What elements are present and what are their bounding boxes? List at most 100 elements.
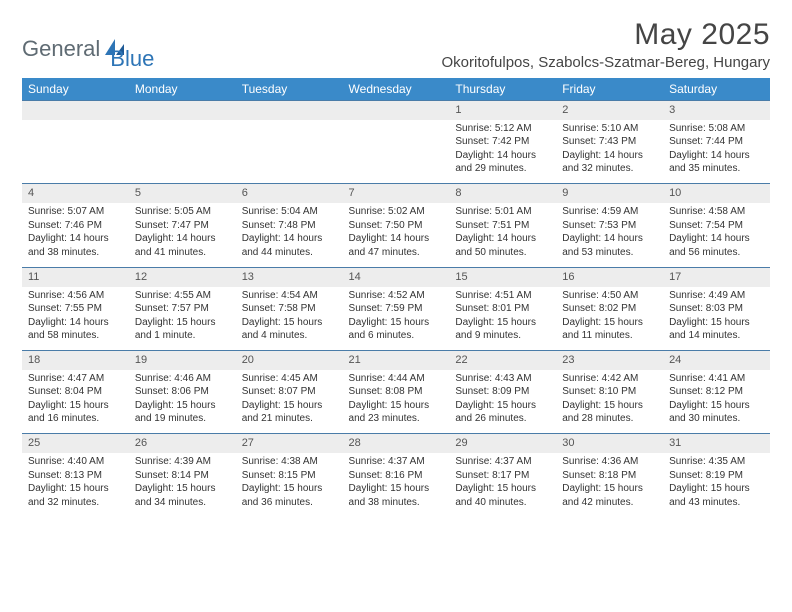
daylight-text: Daylight: 14 hours: [562, 232, 657, 246]
day-content-cell: Sunrise: 4:36 AMSunset: 8:18 PMDaylight:…: [556, 453, 663, 517]
day-number-cell: 30: [556, 434, 663, 453]
weekday-header: Monday: [129, 78, 236, 101]
day-content-cell: Sunrise: 4:35 AMSunset: 8:19 PMDaylight:…: [663, 453, 770, 517]
day-number-cell: [343, 101, 450, 120]
daylight-text: and 19 minutes.: [135, 412, 230, 426]
day-content-row: Sunrise: 5:07 AMSunset: 7:46 PMDaylight:…: [22, 203, 770, 267]
day-number-row: 11121314151617: [22, 267, 770, 286]
daylight-text: and 35 minutes.: [669, 162, 764, 176]
day-number-cell: 27: [236, 434, 343, 453]
title-block: May 2025 Okoritofulpos, Szabolcs-Szatmar…: [442, 18, 770, 71]
day-content-cell: Sunrise: 5:10 AMSunset: 7:43 PMDaylight:…: [556, 120, 663, 184]
day-content-cell: Sunrise: 5:02 AMSunset: 7:50 PMDaylight:…: [343, 203, 450, 267]
day-content-cell: Sunrise: 4:37 AMSunset: 8:17 PMDaylight:…: [449, 453, 556, 517]
sunset-text: Sunset: 8:04 PM: [28, 385, 123, 399]
sunset-text: Sunset: 7:47 PM: [135, 219, 230, 233]
day-content-cell: Sunrise: 4:54 AMSunset: 7:58 PMDaylight:…: [236, 287, 343, 351]
daylight-text: and 6 minutes.: [349, 329, 444, 343]
daylight-text: and 38 minutes.: [28, 246, 123, 260]
daylight-text: and 58 minutes.: [28, 329, 123, 343]
day-number-cell: 28: [343, 434, 450, 453]
day-content-cell: Sunrise: 5:05 AMSunset: 7:47 PMDaylight:…: [129, 203, 236, 267]
daylight-text: Daylight: 14 hours: [242, 232, 337, 246]
daylight-text: and 26 minutes.: [455, 412, 550, 426]
day-content-cell: Sunrise: 4:51 AMSunset: 8:01 PMDaylight:…: [449, 287, 556, 351]
day-content-cell: Sunrise: 4:55 AMSunset: 7:57 PMDaylight:…: [129, 287, 236, 351]
sunset-text: Sunset: 8:08 PM: [349, 385, 444, 399]
day-number-cell: 13: [236, 267, 343, 286]
header: General Blue May 2025 Okoritofulpos, Sza…: [22, 18, 770, 72]
sunset-text: Sunset: 7:54 PM: [669, 219, 764, 233]
daylight-text: and 28 minutes.: [562, 412, 657, 426]
sunrise-text: Sunrise: 4:42 AM: [562, 372, 657, 386]
daylight-text: Daylight: 15 hours: [562, 482, 657, 496]
daylight-text: Daylight: 15 hours: [669, 399, 764, 413]
day-content-cell: [22, 120, 129, 184]
daylight-text: and 41 minutes.: [135, 246, 230, 260]
sunrise-text: Sunrise: 4:40 AM: [28, 455, 123, 469]
daylight-text: and 50 minutes.: [455, 246, 550, 260]
logo: General Blue: [22, 18, 154, 72]
sunset-text: Sunset: 7:59 PM: [349, 302, 444, 316]
weekday-header: Thursday: [449, 78, 556, 101]
sunrise-text: Sunrise: 4:50 AM: [562, 289, 657, 303]
day-content-cell: [129, 120, 236, 184]
day-content-cell: Sunrise: 4:45 AMSunset: 8:07 PMDaylight:…: [236, 370, 343, 434]
day-content-cell: Sunrise: 4:38 AMSunset: 8:15 PMDaylight:…: [236, 453, 343, 517]
sunset-text: Sunset: 7:53 PM: [562, 219, 657, 233]
day-number-row: 18192021222324: [22, 351, 770, 370]
day-number-cell: 31: [663, 434, 770, 453]
daylight-text: and 32 minutes.: [28, 496, 123, 510]
daylight-text: and 16 minutes.: [28, 412, 123, 426]
day-number-cell: 26: [129, 434, 236, 453]
day-number-cell: 8: [449, 184, 556, 203]
sunset-text: Sunset: 8:15 PM: [242, 469, 337, 483]
sunrise-text: Sunrise: 4:46 AM: [135, 372, 230, 386]
daylight-text: Daylight: 15 hours: [669, 316, 764, 330]
day-content-cell: Sunrise: 5:12 AMSunset: 7:42 PMDaylight:…: [449, 120, 556, 184]
day-number-cell: 19: [129, 351, 236, 370]
day-content-cell: Sunrise: 5:04 AMSunset: 7:48 PMDaylight:…: [236, 203, 343, 267]
weekday-header: Sunday: [22, 78, 129, 101]
sunset-text: Sunset: 8:07 PM: [242, 385, 337, 399]
sunrise-text: Sunrise: 4:54 AM: [242, 289, 337, 303]
day-content-row: Sunrise: 4:40 AMSunset: 8:13 PMDaylight:…: [22, 453, 770, 517]
sunset-text: Sunset: 7:43 PM: [562, 135, 657, 149]
sunset-text: Sunset: 7:55 PM: [28, 302, 123, 316]
weekday-header: Tuesday: [236, 78, 343, 101]
daylight-text: Daylight: 15 hours: [135, 482, 230, 496]
calendar-table: Sunday Monday Tuesday Wednesday Thursday…: [22, 78, 770, 517]
daylight-text: and 40 minutes.: [455, 496, 550, 510]
logo-text-blue: Blue: [110, 46, 154, 72]
day-content-cell: Sunrise: 5:01 AMSunset: 7:51 PMDaylight:…: [449, 203, 556, 267]
day-content-cell: Sunrise: 4:50 AMSunset: 8:02 PMDaylight:…: [556, 287, 663, 351]
daylight-text: Daylight: 15 hours: [455, 399, 550, 413]
daylight-text: and 23 minutes.: [349, 412, 444, 426]
sunset-text: Sunset: 8:14 PM: [135, 469, 230, 483]
sunrise-text: Sunrise: 4:44 AM: [349, 372, 444, 386]
daylight-text: and 34 minutes.: [135, 496, 230, 510]
daylight-text: Daylight: 14 hours: [455, 232, 550, 246]
daylight-text: and 32 minutes.: [562, 162, 657, 176]
daylight-text: Daylight: 15 hours: [135, 399, 230, 413]
day-number-cell: 29: [449, 434, 556, 453]
day-number-cell: 10: [663, 184, 770, 203]
day-number-cell: 6: [236, 184, 343, 203]
sunset-text: Sunset: 8:06 PM: [135, 385, 230, 399]
day-number-cell: 12: [129, 267, 236, 286]
sunset-text: Sunset: 8:12 PM: [669, 385, 764, 399]
sunrise-text: Sunrise: 5:08 AM: [669, 122, 764, 136]
daylight-text: Daylight: 15 hours: [455, 482, 550, 496]
daylight-text: Daylight: 14 hours: [669, 232, 764, 246]
sunset-text: Sunset: 7:50 PM: [349, 219, 444, 233]
daylight-text: and 47 minutes.: [349, 246, 444, 260]
daylight-text: Daylight: 15 hours: [242, 399, 337, 413]
daylight-text: and 11 minutes.: [562, 329, 657, 343]
weekday-header: Saturday: [663, 78, 770, 101]
daylight-text: and 21 minutes.: [242, 412, 337, 426]
daylight-text: Daylight: 15 hours: [242, 316, 337, 330]
day-content-cell: Sunrise: 4:58 AMSunset: 7:54 PMDaylight:…: [663, 203, 770, 267]
day-number-cell: 15: [449, 267, 556, 286]
daylight-text: Daylight: 15 hours: [349, 482, 444, 496]
weekday-header: Wednesday: [343, 78, 450, 101]
